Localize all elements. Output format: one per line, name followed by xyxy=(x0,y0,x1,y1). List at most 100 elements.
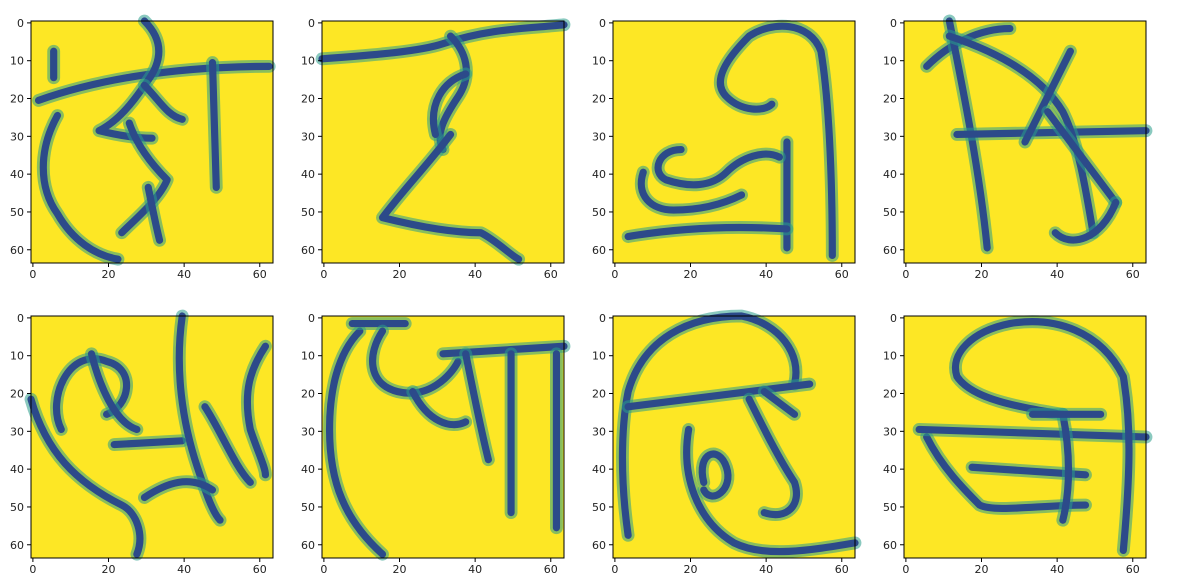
y-tick-label: 40 xyxy=(592,463,606,476)
handwritten-glyph xyxy=(32,14,276,266)
y-tick-label: 20 xyxy=(592,388,606,401)
y-tick-label: 40 xyxy=(301,463,315,476)
panel-1: 0 20 40 60 0 10 20 30 40 50 60 xyxy=(10,14,276,281)
y-tick-label: 50 xyxy=(883,501,897,514)
x-tick-label: 20 xyxy=(975,268,989,281)
panel-frame xyxy=(30,315,274,559)
x-tick-label: 0 xyxy=(611,268,618,281)
y-tick-label: 10 xyxy=(883,55,897,68)
glyph-stroke xyxy=(923,433,1090,512)
y-tick-label: 40 xyxy=(10,463,24,476)
panel-frame xyxy=(612,315,856,559)
glyph-stroke xyxy=(368,327,462,397)
y-tick-label: 20 xyxy=(301,93,315,106)
panel-8: 0 20 40 60 0 10 20 30 40 50 60 xyxy=(883,312,1153,576)
glyph-stroke xyxy=(429,70,470,139)
handwritten-glyph xyxy=(24,309,272,561)
y-tick-label: 20 xyxy=(301,388,315,401)
y-tick-label: 50 xyxy=(592,501,606,514)
x-tick-label: 20 xyxy=(684,268,698,281)
y-tick-label: 30 xyxy=(10,425,24,438)
glyph-stroke xyxy=(378,130,523,263)
glyph-stroke xyxy=(1051,198,1120,244)
x-tick-label: 60 xyxy=(835,268,849,281)
y-tick-label: 10 xyxy=(10,55,24,68)
glyph-stroke xyxy=(683,425,859,556)
glyph-stroke xyxy=(118,119,171,237)
y-tick-label: 60 xyxy=(301,539,315,552)
y-tick-label: 10 xyxy=(301,350,315,363)
x-tick-label: 60 xyxy=(544,268,558,281)
y-tick-label: 10 xyxy=(592,350,606,363)
panel-frame xyxy=(30,20,274,264)
glyph-stroke xyxy=(140,478,217,502)
y-tick-label: 0 xyxy=(17,312,24,325)
y-tick-label: 40 xyxy=(301,168,315,181)
glyph-stroke xyxy=(618,312,800,539)
x-tick-label: 20 xyxy=(975,563,989,576)
x-tick-label: 40 xyxy=(468,268,482,281)
x-tick-label: 0 xyxy=(320,563,327,576)
handwritten-glyph xyxy=(315,18,571,266)
y-tick-label: 50 xyxy=(883,206,897,219)
glyph-stroke xyxy=(27,395,144,558)
x-tick-label: 40 xyxy=(1050,268,1064,281)
glyph-stroke xyxy=(951,318,1133,555)
glyph-stroke xyxy=(325,327,387,558)
y-tick-label: 0 xyxy=(599,312,606,325)
glyph-stroke xyxy=(760,388,799,418)
y-tick-label: 20 xyxy=(592,93,606,106)
panel-3: 0 20 40 60 0 10 20 30 40 50 60 xyxy=(592,17,856,281)
glyph-stroke xyxy=(409,388,470,429)
x-tick-label: 40 xyxy=(177,563,191,576)
glyph-stroke xyxy=(745,395,800,519)
glyph-stroke xyxy=(624,380,814,411)
y-tick-label: 10 xyxy=(592,55,606,68)
glyph-stroke xyxy=(144,183,164,244)
panel-6: 0 20 40 60 0 10 20 30 40 50 60 xyxy=(301,312,571,576)
y-tick-label: 0 xyxy=(890,312,897,325)
y-tick-label: 60 xyxy=(10,244,24,257)
panel-frame xyxy=(903,315,1147,559)
y-tick-label: 30 xyxy=(301,130,315,143)
glyph-stroke xyxy=(39,111,122,263)
panel-2: 0 20 40 60 0 10 20 30 40 50 60 xyxy=(301,17,571,281)
x-tick-label: 20 xyxy=(102,563,116,576)
y-tick-label: 0 xyxy=(17,17,24,30)
x-tick-label: 0 xyxy=(611,563,618,576)
glyph-stroke xyxy=(53,355,131,434)
y-tick-label: 50 xyxy=(10,206,24,219)
glyph-stroke xyxy=(1021,47,1074,146)
glyph-stroke xyxy=(140,81,186,123)
y-tick-label: 30 xyxy=(883,425,897,438)
glyph-stroke xyxy=(201,403,254,486)
y-tick-label: 0 xyxy=(599,17,606,30)
glyph-stroke xyxy=(87,350,141,434)
handwritten-glyph xyxy=(912,315,1153,557)
glyph-stroke xyxy=(953,127,1150,139)
x-tick-label: 0 xyxy=(320,268,327,281)
y-tick-label: 0 xyxy=(890,17,897,30)
y-tick-label: 0 xyxy=(308,312,315,325)
panel-frame xyxy=(903,20,1147,264)
y-tick-label: 40 xyxy=(10,168,24,181)
handwritten-glyph xyxy=(621,19,839,262)
glyph-stroke xyxy=(624,223,791,241)
x-tick-label: 0 xyxy=(902,268,909,281)
y-tick-label: 40 xyxy=(883,168,897,181)
panel-4: 0 20 40 60 0 10 20 30 40 50 60 xyxy=(883,14,1153,281)
y-tick-label: 60 xyxy=(592,244,606,257)
glyph-stroke xyxy=(243,342,270,479)
y-tick-label: 20 xyxy=(883,388,897,401)
x-tick-label: 60 xyxy=(1126,563,1140,576)
y-tick-label: 10 xyxy=(10,350,24,363)
y-tick-label: 50 xyxy=(10,501,24,514)
y-tick-label: 20 xyxy=(883,93,897,106)
glyph-stroke xyxy=(34,62,273,104)
y-tick-label: 40 xyxy=(883,463,897,476)
glyph-stroke xyxy=(698,450,732,500)
glyph-stroke xyxy=(175,312,224,524)
glyph-stroke xyxy=(110,437,186,449)
x-tick-label: 60 xyxy=(544,563,558,576)
glyph-stroke xyxy=(318,21,568,63)
